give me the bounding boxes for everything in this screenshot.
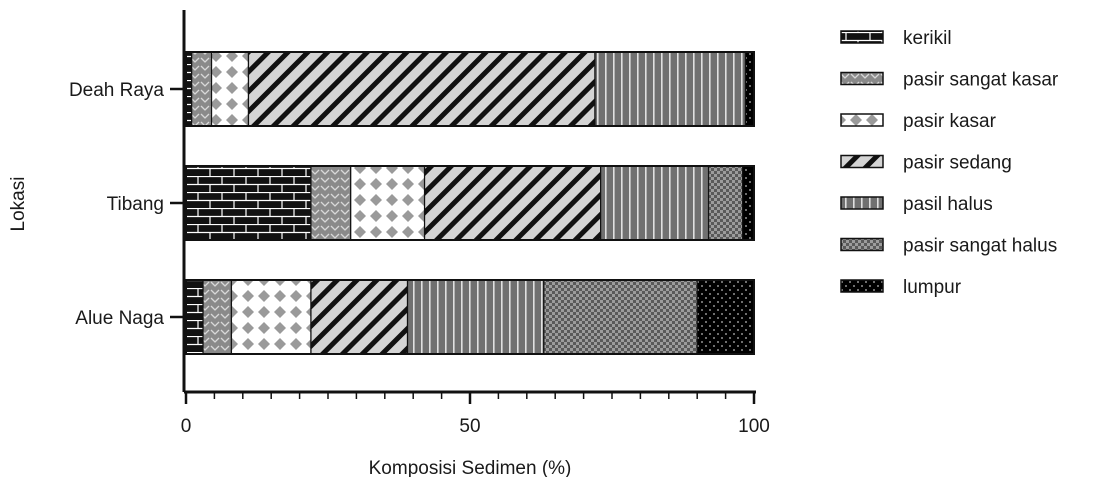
legend-swatch-diagonal xyxy=(840,154,884,169)
bar-segment-bricks-1 xyxy=(185,165,312,241)
bar-segment-diagonal-1 xyxy=(423,165,602,241)
bar-segment-vertical-0 xyxy=(594,51,747,127)
legend-label: pasir kasar xyxy=(903,111,997,132)
legend-swatch-diamonds xyxy=(840,113,884,127)
x-tick-label: 100 xyxy=(738,416,770,437)
legend-swatch-chevrons xyxy=(840,71,884,86)
legend: kerikil pasir sangat kasar pasir kasar pasi… xyxy=(840,28,1059,298)
bar-outline-0 xyxy=(185,51,755,127)
legend-label: pasir sangat kasar xyxy=(903,70,1059,91)
bar-segment-chevrons-0 xyxy=(191,51,213,127)
bar-segment-bricks-2 xyxy=(185,279,204,355)
y-ticks: Deah Raya Tibang Alue Naga xyxy=(69,80,184,329)
legend-label: pasir sedang xyxy=(903,153,1012,174)
y-tick-label: Alue Naga xyxy=(75,308,164,329)
legend-label: kerikil xyxy=(903,28,952,49)
legend-swatch-dots xyxy=(840,279,884,293)
bar-segment-diamonds-1 xyxy=(350,165,426,241)
x-tick-label: 0 xyxy=(181,416,192,437)
x-ticks: 0 50 100 xyxy=(181,392,770,437)
bar-segment-diamonds-2 xyxy=(230,279,312,355)
bar-segment-vertical-2 xyxy=(406,279,545,355)
bar-outline-1 xyxy=(185,165,755,241)
y-tick-label: Deah Raya xyxy=(69,80,164,101)
y-tick-label: Tibang xyxy=(107,194,164,215)
legend-label: lumpur xyxy=(903,277,962,298)
y-axis-label: Lokasi xyxy=(8,177,29,232)
bar-segment-checker-2 xyxy=(543,279,698,355)
legend-label: pasil halus xyxy=(903,194,993,215)
legend-swatch-bricks xyxy=(840,30,884,44)
bar-segment-diamonds-0 xyxy=(210,51,250,127)
bar-segment-dots-1 xyxy=(742,165,755,241)
bar-segment-diagonal-0 xyxy=(247,51,596,127)
bar-segment-chevrons-1 xyxy=(310,165,352,241)
bar-segment-checker-1 xyxy=(707,165,744,241)
legend-label: pasir sangat halus xyxy=(903,236,1057,257)
x-tick-label: 50 xyxy=(459,416,480,437)
bar-segment-dots-2 xyxy=(696,279,755,355)
bar-segment-vertical-1 xyxy=(600,165,710,241)
x-axis-label: Komposisi Sedimen (%) xyxy=(369,458,572,477)
bar-segment-chevrons-2 xyxy=(202,279,233,355)
bar-outline-2 xyxy=(185,279,755,355)
legend-swatch-checker xyxy=(840,237,884,252)
bars-layer xyxy=(185,51,755,355)
bar-segment-diagonal-2 xyxy=(310,279,409,355)
legend-swatch-vertical xyxy=(840,196,884,210)
bar-segment-dots-0 xyxy=(744,51,755,127)
